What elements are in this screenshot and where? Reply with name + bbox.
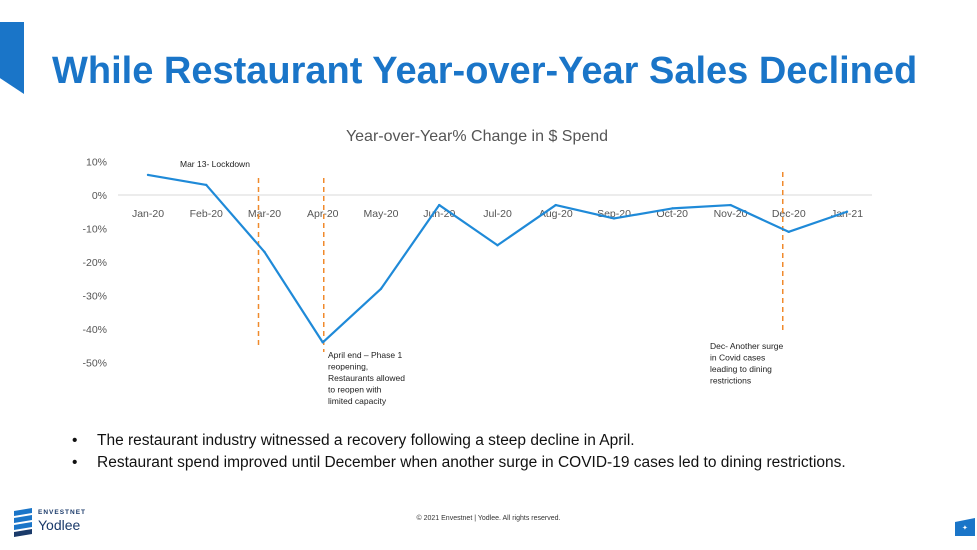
data-point (787, 230, 790, 234)
logo-text-yodlee: Yodlee (38, 517, 81, 533)
x-tick-label: Apr-20 (307, 208, 339, 220)
y-tick-label: -10% (82, 224, 107, 236)
logo-text-envestnet: ENVESTNET (38, 509, 87, 516)
yoy-spend-chart: Year-over-Year% Change in $ Spend 10% 0% -1… (82, 128, 872, 406)
data-point (671, 207, 674, 210)
slide-title: While Restaurant Year-over-Year Sales De… (52, 50, 918, 92)
x-tick-label: Feb-20 (190, 208, 223, 220)
x-tick-label: Oct-20 (656, 208, 688, 220)
data-point (205, 183, 208, 187)
data-point (554, 203, 557, 207)
y-tick-label: 0% (92, 190, 107, 202)
data-point (379, 287, 383, 290)
bullet-item: • Restaurant spend improved until Decemb… (72, 452, 932, 474)
data-point (612, 217, 616, 220)
star-icon: ✦ (962, 525, 968, 532)
bullet-dot: • (72, 454, 78, 471)
data-point (496, 244, 499, 247)
x-tick-label: Mar-20 (248, 208, 281, 220)
y-tick-label: -50% (82, 358, 107, 370)
x-tick-label: Nov-20 (714, 208, 748, 220)
y-tick-label: 10% (86, 157, 107, 169)
yodlee-logo-icon (14, 508, 32, 537)
event-annotation: Dec- Another surge in Covid cases leading … (710, 341, 784, 386)
event-annotation: Mar 13- Lockdown (180, 159, 250, 169)
x-tick-label: Jan-21 (831, 208, 863, 220)
series-line (147, 173, 848, 344)
data-point (845, 210, 849, 213)
copyright-text: © 2021 Envestnet | Yodlee. All rights re… (416, 515, 561, 522)
data-point (263, 250, 266, 254)
envestnet-yodlee-logo: ENVESTNET Yodlee (12, 508, 102, 540)
y-tick-label: -20% (82, 257, 107, 269)
y-tick-label: -30% (82, 291, 107, 303)
bullet-list: • The restaurant industry witnessed a re… (72, 430, 932, 474)
x-tick-label: Dec-20 (772, 208, 806, 220)
bullet-text: The restaurant industry witnessed a reco… (97, 432, 635, 449)
chart-title: Year-over-Year% Change in $ Spend (346, 128, 608, 145)
y-tick-label: -40% (82, 324, 107, 336)
data-point (321, 341, 324, 344)
page-corner-mark: ✦ (955, 518, 975, 536)
bullet-item: • The restaurant industry witnessed a re… (72, 430, 932, 452)
data-point (438, 203, 441, 207)
x-tick-label: Jul-20 (483, 208, 512, 220)
x-tick-label: May-20 (363, 208, 398, 220)
x-tick-label: Jan-20 (132, 208, 164, 220)
bullet-dot: • (72, 432, 78, 449)
data-point (729, 203, 732, 207)
event-annotation: April end – Phase 1 reopening, Restaurants… (328, 350, 405, 406)
bullet-text: Restaurant spend improved until December… (97, 454, 846, 471)
data-point (146, 173, 150, 177)
